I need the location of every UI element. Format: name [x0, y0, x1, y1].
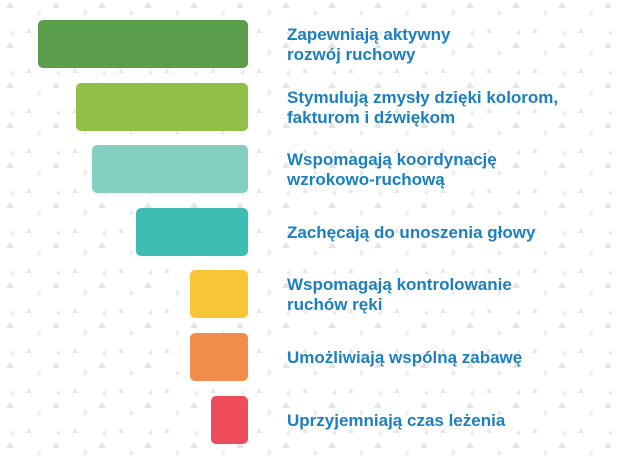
item-label: Zachęcają do unoszenia głowy: [287, 223, 536, 242]
item-label: Umożliwiają wspólną zabawę: [287, 348, 522, 367]
item-label: Stymulują zmysły dzięki kolorom,: [287, 88, 558, 107]
bar: [190, 270, 248, 318]
item-label: Uprzyjemniają czas leżenia: [287, 411, 506, 430]
bar: [211, 396, 248, 444]
item-label: Wspomagają kontrolowanie: [287, 275, 512, 294]
item-label: ruchów ręki: [287, 295, 382, 314]
bar: [76, 83, 248, 131]
item-label: wzrokowo-ruchową: [286, 170, 445, 189]
item-label: rozwój ruchowy: [287, 45, 416, 64]
item-label: Zapewniają aktywny: [287, 25, 451, 44]
item-label: Wspomagają koordynację: [287, 150, 497, 169]
item-label: fakturom i dźwiękom: [287, 108, 455, 127]
bar: [190, 333, 248, 381]
bar: [136, 208, 248, 256]
bar: [38, 20, 248, 68]
bar: [92, 145, 248, 193]
